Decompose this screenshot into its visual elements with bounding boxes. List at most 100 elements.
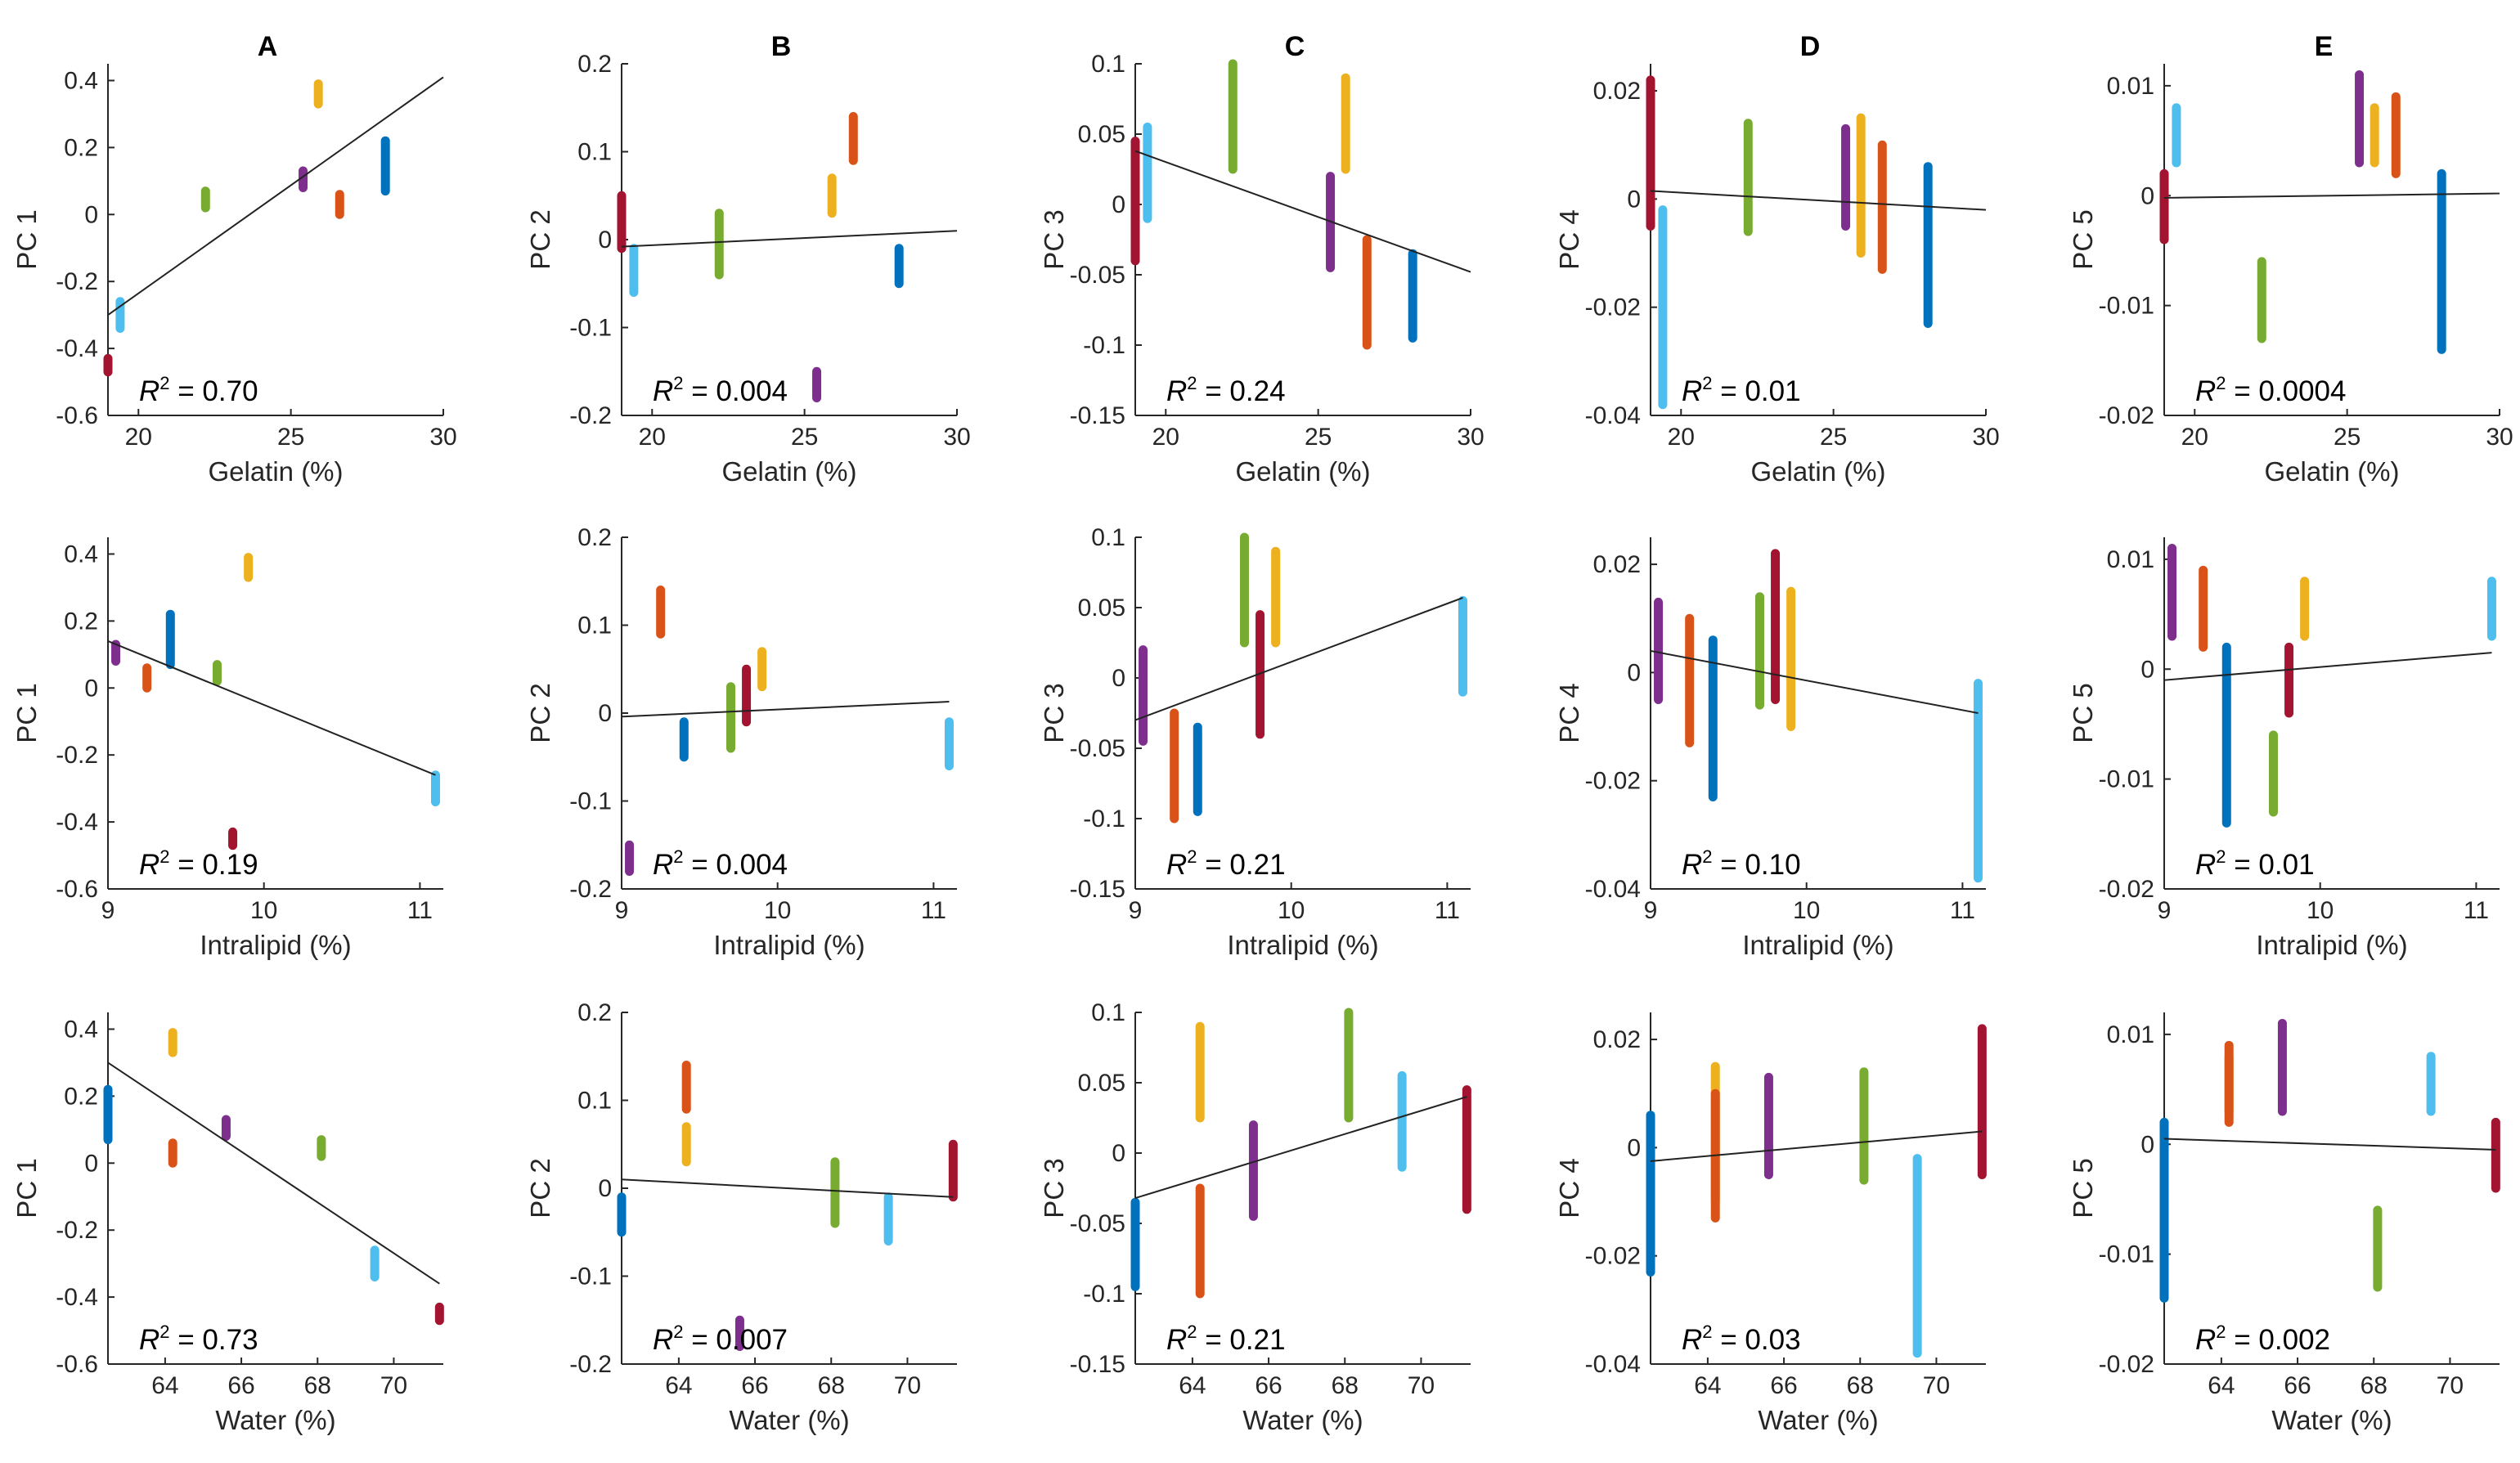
panel-r2-c4-xtick-label: 9 bbox=[1644, 897, 1658, 924]
panel-r3-c5-xtick-label: 70 bbox=[2437, 1372, 2464, 1399]
panel-r1-c1-ytick-label: -0.4 bbox=[56, 335, 98, 362]
panel-r3-c1-ytick-label: -0.4 bbox=[56, 1284, 98, 1311]
panel-r2-c2-ytick-label: 0 bbox=[598, 700, 612, 727]
panel-r2-c5-xtick-label: 10 bbox=[2307, 897, 2334, 924]
panel-r3-c2-xtick-label: 64 bbox=[665, 1372, 692, 1399]
panel-r1-c3-ytick-label: -0.15 bbox=[1070, 402, 1125, 429]
panel-r3-c1-xtick-label: 68 bbox=[304, 1372, 331, 1399]
panel-r2-c1-fit-line bbox=[107, 640, 436, 776]
panel-r2-c3-ytick-label: 0.1 bbox=[1091, 524, 1125, 551]
panel-r3-c5-xtick-label: 64 bbox=[2208, 1372, 2235, 1399]
panel-r3-c4-ytick-label: -0.02 bbox=[1585, 1243, 1641, 1270]
panel-r1-c1-ytick-label: 0.4 bbox=[64, 67, 98, 94]
panel-r1-c5-ytick-label: -0.02 bbox=[2099, 402, 2154, 429]
panel-r3-c2-ytick-label: 0 bbox=[598, 1175, 612, 1202]
panel-r1-c3-ylabel: PC 3 bbox=[1039, 209, 1069, 269]
panel-r3-c4-ytick-label: -0.04 bbox=[1585, 1351, 1641, 1378]
panel-r1-c4-xtick-label: 30 bbox=[1972, 424, 1999, 451]
panel-r3-c5-fit-line bbox=[2163, 1138, 2496, 1151]
panel-r1-c2-ytick-label: -0.1 bbox=[569, 315, 612, 342]
panel-r1-c2-ytick-label: 0.2 bbox=[577, 51, 612, 78]
panel-r1-c5-r2-label: R2 = 0.0004 bbox=[2195, 373, 2346, 407]
panel-r2-c5-r2-label: R2 = 0.01 bbox=[2195, 846, 2315, 881]
panel-r1-c1-ytick-label: 0 bbox=[84, 201, 98, 228]
panel-r1-c3-r2-label: R2 = 0.24 bbox=[1166, 373, 1286, 407]
panel-r2-c4-ytick-label: 0.02 bbox=[1593, 551, 1641, 578]
panel-r1-c4-r2-label: R2 = 0.01 bbox=[1682, 373, 1801, 407]
panel-r3-c5-ytick-label: -0.01 bbox=[2099, 1241, 2154, 1268]
column-label-e: E bbox=[2315, 31, 2334, 62]
panel-r3-c2-ylabel: PC 2 bbox=[525, 1158, 555, 1218]
panel-r2-c1-xtick-label: 11 bbox=[407, 897, 433, 924]
panel-r2-c4-xtick-label: 11 bbox=[1950, 897, 1975, 924]
panel-r3-c5-r2-label: R2 = 0.002 bbox=[2195, 1322, 2330, 1356]
column-label-a: A bbox=[258, 31, 278, 62]
panel-r2-c3-ytick-label: -0.15 bbox=[1070, 876, 1125, 903]
panel-r1-c3-ytick-label: -0.05 bbox=[1070, 262, 1125, 289]
panel-r1-c2-ytick-label: 0.1 bbox=[577, 139, 612, 166]
panel-r2-c3-r2-label: R2 = 0.21 bbox=[1166, 846, 1286, 881]
panel-r1-c1-ylabel: PC 1 bbox=[11, 209, 42, 269]
panel-r3-c1-xtick-label: 66 bbox=[227, 1372, 254, 1399]
panel-r1-c1-xtick-label: 30 bbox=[429, 424, 456, 451]
panel-r2-c1-ylabel: PC 1 bbox=[11, 683, 42, 743]
panel-r3-c5-xtick-label: 66 bbox=[2284, 1372, 2311, 1399]
column-label-b: B bbox=[771, 31, 792, 62]
panel-r1-c2-r2-label: R2 = 0.004 bbox=[653, 373, 788, 407]
panel-r1-c4-fit-line bbox=[1650, 190, 1987, 211]
panel-r3-c1-xlabel: Water (%) bbox=[215, 1405, 335, 1435]
panel-r1-c2-ytick-label: 0 bbox=[598, 227, 612, 254]
panel-r2-c3-ytick-label: 0 bbox=[1112, 665, 1125, 692]
panel-r3-c2-xlabel: Water (%) bbox=[729, 1405, 849, 1435]
panel-r1-c1-xlabel: Gelatin (%) bbox=[208, 456, 343, 487]
panel-r1-c4-ytick-label: -0.04 bbox=[1585, 402, 1641, 429]
panel-r1-c4-ytick-label: 0 bbox=[1627, 186, 1641, 213]
panel-r2-c5-fit-line bbox=[2163, 652, 2492, 681]
panel-r3-c1-ylabel: PC 1 bbox=[11, 1158, 42, 1218]
panel-r3-c3-xtick-label: 66 bbox=[1255, 1372, 1282, 1399]
panel-r1-c1-r2-label: R2 = 0.70 bbox=[139, 373, 258, 407]
panel-r3-c5-xtick-label: 68 bbox=[2361, 1372, 2387, 1399]
panel-r3-c5-ytick-label: 0 bbox=[2140, 1131, 2154, 1158]
panel-r2-c5-xlabel: Intralipid (%) bbox=[2256, 930, 2407, 960]
panel-r2-c3-ytick-label: 0.05 bbox=[1078, 595, 1125, 622]
panel-r3-c2-xtick-label: 66 bbox=[741, 1372, 768, 1399]
panel-r3-c1-ytick-label: 0.4 bbox=[64, 1016, 98, 1043]
panel-r2-c3-ytick-label: -0.05 bbox=[1070, 735, 1125, 762]
panel-r3-c1-ytick-label: 0.2 bbox=[64, 1083, 98, 1110]
panel-r1-c4-xtick-label: 20 bbox=[1668, 424, 1695, 451]
panel-r1-c4-xlabel: Gelatin (%) bbox=[1750, 456, 1885, 487]
panel-r1-c5-xtick-label: 20 bbox=[2181, 424, 2208, 451]
column-label-c: C bbox=[1285, 31, 1305, 62]
panel-r2-c2-xtick-label: 9 bbox=[615, 897, 629, 924]
panel-r1-c3-xtick-label: 25 bbox=[1305, 424, 1332, 451]
panel-r2-c4-xtick-label: 10 bbox=[1793, 897, 1820, 924]
panel-r2-c1-ytick-label: -0.6 bbox=[56, 876, 98, 903]
panel-r1-c1-xtick-label: 25 bbox=[277, 424, 304, 451]
panel-r2-c4-fit-line bbox=[1650, 649, 1979, 714]
panel-r3-c3-ytick-label: 0.1 bbox=[1091, 999, 1125, 1026]
panel-r3-c3-fit-line bbox=[1134, 1096, 1467, 1199]
panel-r2-c3-ytick-label: -0.1 bbox=[1083, 806, 1125, 832]
panel-r3-c4-ylabel: PC 4 bbox=[1554, 1158, 1584, 1218]
panel-r2-c2-r2-label: R2 = 0.004 bbox=[653, 846, 788, 881]
panel-r1-c2-xlabel: Gelatin (%) bbox=[721, 456, 856, 487]
panel-r1-c3-ytick-label: 0 bbox=[1112, 191, 1125, 218]
panel-r2-c2-ytick-label: 0.1 bbox=[577, 613, 612, 640]
panel-r2-c1-xtick-label: 10 bbox=[250, 897, 277, 924]
panel-r2-c3-xtick-label: 11 bbox=[1435, 897, 1460, 924]
panel-r3-c2-r2-label: R2 = 0.007 bbox=[653, 1322, 788, 1356]
panel-r3-c3-ytick-label: -0.15 bbox=[1070, 1351, 1125, 1378]
panel-r1-c2-xtick-label: 20 bbox=[639, 424, 666, 451]
panel-r1-c3-fit-line bbox=[1134, 150, 1471, 273]
panel-r3-c1-ytick-label: -0.6 bbox=[56, 1351, 98, 1378]
panel-r3-c1-xtick-label: 64 bbox=[151, 1372, 178, 1399]
panel-r2-c4-xlabel: Intralipid (%) bbox=[1742, 930, 1893, 960]
panel-r2-c5-ytick-label: 0.01 bbox=[2107, 546, 2154, 573]
panel-r2-c1-ytick-label: 0.2 bbox=[64, 608, 98, 635]
column-label-d: D bbox=[1800, 31, 1821, 62]
panel-r3-c3-ytick-label: 0 bbox=[1112, 1140, 1125, 1167]
panel-r1-c5-ytick-label: -0.01 bbox=[2099, 293, 2154, 320]
panel-r3-c3-xtick-label: 68 bbox=[1332, 1372, 1359, 1399]
